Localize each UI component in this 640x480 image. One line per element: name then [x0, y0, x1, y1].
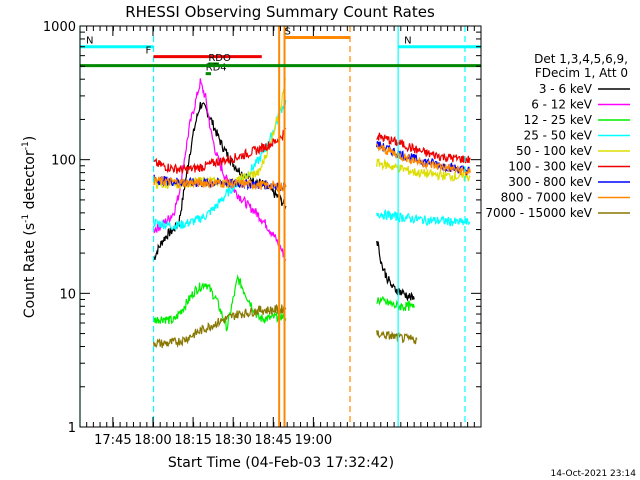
legend-entry-label: 100 - 300 keV: [508, 160, 592, 174]
legend-entry-label: 25 - 50 keV: [524, 129, 593, 143]
flag-label: N: [86, 36, 93, 47]
series-layer: [152, 77, 471, 349]
y-label-sup-1: -1: [21, 214, 31, 223]
plot-frame: [79, 25, 482, 428]
y-tick-label: 1000: [43, 20, 76, 35]
legend-entry-label: 800 - 7000 keV: [501, 191, 593, 205]
legend-header: Det 1,3,4,5,6,9,: [534, 52, 628, 66]
x-tick-label: 18:15: [174, 433, 211, 448]
legend-entry-label: 12 - 25 keV: [524, 113, 593, 127]
series-line-after-gap-1: [376, 295, 415, 312]
y-axis-ticks: 1 10 100 1000: [43, 20, 481, 436]
legend-entry-label: 7000 - 15000 keV: [485, 206, 592, 220]
legend-entry-label: 300 - 800 keV: [508, 175, 592, 189]
series-line-after-gap-2: [376, 209, 471, 227]
x-tick-label: 18:30: [214, 433, 251, 448]
y-label-part-1: Count Rate (s: [22, 223, 38, 318]
flag-label: F: [146, 46, 152, 57]
x-tick-label: 19:00: [295, 433, 332, 448]
y-axis-label: Count Rate (s-1 detector-1): [21, 136, 38, 318]
series-line-after-gap-7: [376, 330, 418, 345]
legend-entry-label: 50 - 100 keV: [516, 144, 593, 158]
x-tick-label: 17:45: [94, 433, 131, 448]
x-axis-ticks: 17:45 18:00 18:15 18:30 18:45 19:00: [79, 26, 482, 448]
legend: Det 1,3,4,5,6,9,FDecim 1, Att 0 3 - 6 keV…: [485, 52, 630, 220]
series-line-after-gap-4: [376, 132, 471, 164]
footer-date: 14-Oct-2021 23:14: [551, 469, 637, 479]
series-line-7: [153, 176, 287, 193]
y-tick-label: 1: [68, 421, 76, 436]
series-line-after-gap-0: [376, 240, 415, 302]
legend-entry-label: 3 - 6 keV: [539, 82, 593, 96]
y-tick-label: 100: [51, 154, 76, 169]
series-line-5: [152, 127, 287, 175]
series-line-after-gap-6: [376, 143, 471, 176]
y-label-part-3: ): [22, 136, 38, 141]
series-line-3: [152, 99, 287, 231]
flag-label: RD4: [206, 63, 227, 74]
x-tick-label: 18:45: [255, 433, 292, 448]
series-line-2: [153, 274, 287, 332]
flag-label: N: [404, 36, 411, 47]
flag-label: RDO: [208, 53, 231, 64]
flag-label: S: [285, 27, 291, 38]
y-label-part-2: detector: [22, 150, 38, 214]
chart-title: RHESSI Observing Summary Count Rates: [125, 3, 435, 21]
y-label-sup-2: -1: [21, 141, 31, 150]
legend-header: FDecim 1, Att 0: [535, 66, 628, 80]
series-line-8: [152, 303, 287, 349]
y-tick-label: 10: [59, 287, 76, 302]
legend-entry-label: 6 - 12 keV: [531, 98, 593, 112]
x-tick-label: 18:00: [134, 433, 171, 448]
x-axis-label: Start Time (04-Feb-03 17:32:42): [168, 455, 394, 471]
series-line-after-gap-3: [376, 158, 471, 183]
